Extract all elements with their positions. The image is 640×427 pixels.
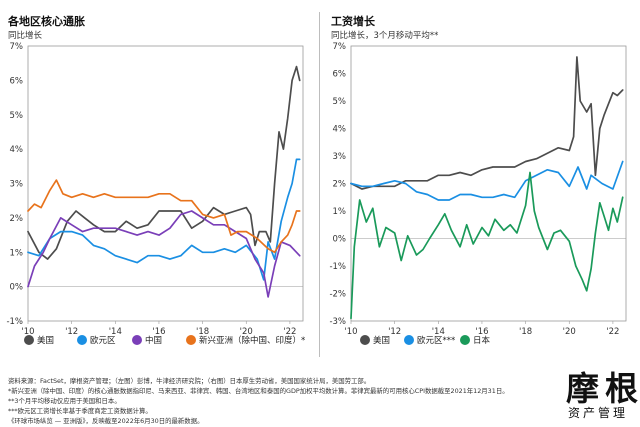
- footnote-guide: 《环球市场纵览 — 亚洲版》，反映截至2022年6月30日的最新数据。: [8, 417, 204, 425]
- y-tick-label: 0%: [10, 283, 24, 293]
- legend-label: 中国: [145, 335, 162, 346]
- x-tick-label: '14: [109, 327, 122, 337]
- series-line-1: [27, 158, 301, 281]
- y-tick-label: 1%: [333, 207, 347, 217]
- x-tick-label: '18: [196, 327, 209, 337]
- y-tick-label: 4%: [333, 125, 347, 135]
- x-tick-label: '18: [519, 327, 532, 337]
- right-chart-title: 工资增长: [331, 15, 375, 28]
- legend-label: 日本: [473, 335, 491, 346]
- legend-label: 欧元区: [90, 335, 116, 346]
- legend-label: 美国: [373, 335, 390, 346]
- series-line-0: [350, 56, 624, 190]
- right-chart-subtitle: 同比增长，3个月移动平均**: [331, 31, 439, 41]
- legend-marker-icon: [460, 335, 470, 345]
- footnotes: 资料来源：FactSet，摩根资产管理；（左图）彭博，牛津经济研究院；（右图）日…: [8, 376, 509, 426]
- x-tick-label: '20: [563, 327, 576, 337]
- y-tick-label: 5%: [333, 97, 347, 107]
- legend-marker-icon: [360, 335, 370, 345]
- y-tick-label: 6%: [10, 76, 24, 86]
- y-tick-label: 0%: [333, 235, 347, 245]
- x-tick-label: '22: [283, 327, 296, 337]
- y-tick-label: 6%: [333, 70, 347, 80]
- x-tick-label: '16: [152, 327, 165, 337]
- left-chart-title: 各地区核心通胀: [8, 15, 85, 28]
- wage-growth-chart: -3% -2% -1% 0% 1% 2% 3% 4% 5% 6% 7% '10 '12 '14 '16 '18…: [329, 42, 627, 346]
- x-tick-label: '16: [475, 327, 488, 337]
- legend-label: 新兴亚洲（除中国、印度）*: [199, 335, 305, 346]
- legend-item-0: 美国: [24, 335, 54, 346]
- footnote-source: 资料来源：FactSet，摩根资产管理；（左图）彭博，牛津经济研究院；（右图）日…: [8, 377, 371, 385]
- series-line-0: [27, 65, 301, 260]
- y-tick-label: 3%: [333, 152, 347, 162]
- x-tick-label: '10: [21, 327, 34, 337]
- x-tick-label: '10: [344, 327, 357, 337]
- series-line-2: [27, 210, 301, 298]
- core-inflation-chart: -1% 0% 1% 2% 3% 4% 5% 6% 7% '10 '12 '14 '16 '18 '20 '22…: [6, 42, 305, 346]
- x-tick-label: '14: [432, 327, 445, 337]
- footnote-emerging-asia: *新兴亚洲（除中国、印度）的核心通胀数据指印尼、马来西亚、菲律宾、韩国、台湾地区…: [8, 387, 509, 395]
- y-tick-label: -2%: [329, 290, 346, 300]
- x-tick-label: '20: [240, 327, 253, 337]
- jpmorgan-logo-subtitle: 资产管理: [568, 406, 629, 420]
- series-line-2: [350, 171, 624, 320]
- chart-divider: [319, 12, 320, 357]
- legend-label: 美国: [37, 335, 54, 346]
- y-tick-label: -1%: [329, 262, 346, 272]
- footnote-eurozone-wages: ***欧元区工资增长率基于季度商定工资数据计算。: [8, 407, 152, 415]
- series-line-3: [27, 179, 301, 254]
- legend-item-2: 日本: [460, 335, 491, 346]
- y-tick-label: 3%: [10, 180, 24, 190]
- legend-marker-icon: [77, 335, 87, 345]
- y-tick-label: 4%: [10, 145, 24, 155]
- legend-marker-icon: [186, 335, 196, 345]
- legend-marker-icon: [24, 335, 34, 345]
- x-tick-label: '22: [606, 327, 619, 337]
- y-tick-label: -3%: [329, 317, 346, 327]
- footnote-moving-average: **3个月平均移动仅应用于美国和日本。: [8, 397, 121, 405]
- plot-frame: [27, 45, 304, 322]
- y-tick-label: 1%: [10, 248, 24, 258]
- x-tick-label: '12: [388, 327, 401, 337]
- y-tick-label: -1%: [6, 317, 23, 327]
- legend-item-1: 欧元区: [77, 335, 116, 346]
- y-tick-label: 5%: [10, 111, 24, 121]
- left-chart-subtitle: 同比增长: [8, 31, 43, 41]
- legend-item-1: 欧元区***: [404, 335, 455, 346]
- series-line-1: [350, 160, 624, 201]
- y-tick-label: 7%: [333, 42, 347, 52]
- y-tick-label: 7%: [10, 42, 24, 52]
- legend-item-2: 中国: [132, 335, 162, 346]
- y-tick-label: 2%: [333, 180, 347, 190]
- x-tick-label: '12: [65, 327, 78, 337]
- legend-marker-icon: [404, 335, 414, 345]
- legend-marker-icon: [132, 335, 142, 345]
- jpmorgan-logo: 摩根: [566, 369, 640, 408]
- y-tick-label: 2%: [10, 214, 24, 224]
- legend-item-3: 新兴亚洲（除中国、印度）*: [186, 335, 305, 346]
- legend-label: 欧元区***: [417, 335, 455, 346]
- legend-item-0: 美国: [360, 335, 390, 346]
